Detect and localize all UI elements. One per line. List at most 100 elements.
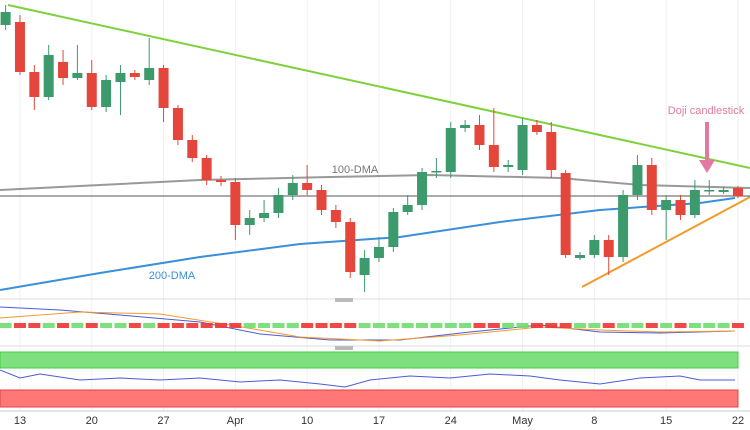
candle-body [575,255,585,258]
macd-bar [315,323,328,328]
macd-bar [42,323,55,328]
candle-body [546,132,557,170]
x-tick-label: 22 [732,415,744,427]
macd-bar [459,323,472,328]
x-tick-label: 24 [445,415,457,427]
candle-body [474,125,485,145]
candle-body [560,173,571,255]
doji-annotation: Doji candlestick [668,105,745,117]
macd-bar [674,323,687,328]
macd-bar [430,323,443,328]
macd-bar [530,323,543,328]
macd-bar [13,323,26,328]
x-tick-label: 10 [301,415,313,427]
macd-bar [545,323,558,328]
macd-bar [473,323,486,328]
macd-bar [71,323,84,328]
candle-body [517,125,528,170]
macd-bar [574,323,586,328]
macd-bar [28,323,41,328]
candle-body [503,165,514,167]
candle-body [675,200,686,215]
candle-body [201,158,212,180]
macd-bar [401,323,414,328]
x-tick-label: May [512,415,533,427]
macd-bar [114,323,127,328]
macd-bar [57,323,70,328]
macd-bar [717,323,730,328]
candle-body [14,22,25,72]
dma-100-line [0,173,750,191]
candle-body [330,210,341,222]
support-line [581,196,750,288]
candle-body [230,182,241,225]
macd-bar [229,323,242,328]
candle-body [603,240,614,257]
macd-bar [171,323,184,328]
candle-body [718,190,729,192]
candle-body [689,190,700,215]
x-axis-labels: 13 20 27 Apr 10 17 24 May 8 15 22 [14,415,744,427]
overbought-zone [0,351,739,369]
macd-bar [258,323,271,328]
x-tick-label: 20 [86,415,98,427]
macd-bar [416,323,429,328]
macd-bar [487,323,500,328]
macd-bar [602,323,615,328]
candle-body [531,125,542,132]
candles [0,5,743,292]
macd-bar [502,323,515,328]
macd-bar [731,323,744,328]
candle-body [172,108,183,140]
candle-body [287,183,298,195]
macd-bar [631,323,644,328]
macd-bar [516,323,529,328]
candle-body [302,183,313,190]
x-tick-label: 13 [14,415,26,427]
candle-body [373,247,384,258]
resize-handle[interactable] [335,298,353,302]
resistance-line [7,4,750,169]
macd-bar [143,323,156,328]
candle-body [388,212,399,247]
candle-body [187,140,198,158]
x-tick-label: 8 [591,415,597,427]
macd-bar [100,323,113,328]
macd-bar [200,323,213,328]
candle-body [101,80,112,107]
resize-handle[interactable] [335,346,353,350]
macd-bar [286,323,299,328]
candle-body [43,55,54,97]
macd-bar [243,323,256,328]
candle-body [646,165,657,210]
dma-100-label: 100-DMA [332,164,379,176]
candle-body [273,195,284,213]
candle-body [402,205,413,212]
candle-body [704,190,715,192]
x-tick-label: 15 [660,415,672,427]
candle-body [632,165,643,195]
candle-body [488,145,499,167]
candle-body [58,62,69,78]
dma-200-label: 200-DMA [149,270,196,282]
macd-bar [444,323,457,328]
macd-bar [128,323,141,328]
macd-bar [272,323,285,328]
x-tick-label: 27 [157,415,169,427]
x-tick-label: 17 [373,415,385,427]
candle-body [431,171,442,173]
macd-bar [215,323,227,328]
candle-body [115,73,126,82]
x-tick-label: Apr [227,415,244,427]
candle-body [29,72,40,97]
oversold-zone [0,389,739,408]
macd-bar [703,323,716,328]
macd-bar [688,323,701,328]
macd-bar [588,323,601,328]
macd-bar [157,323,170,328]
candle-body [661,200,672,210]
candle-body [316,190,327,210]
macd-bar [387,323,400,328]
macd-bar [344,323,357,328]
